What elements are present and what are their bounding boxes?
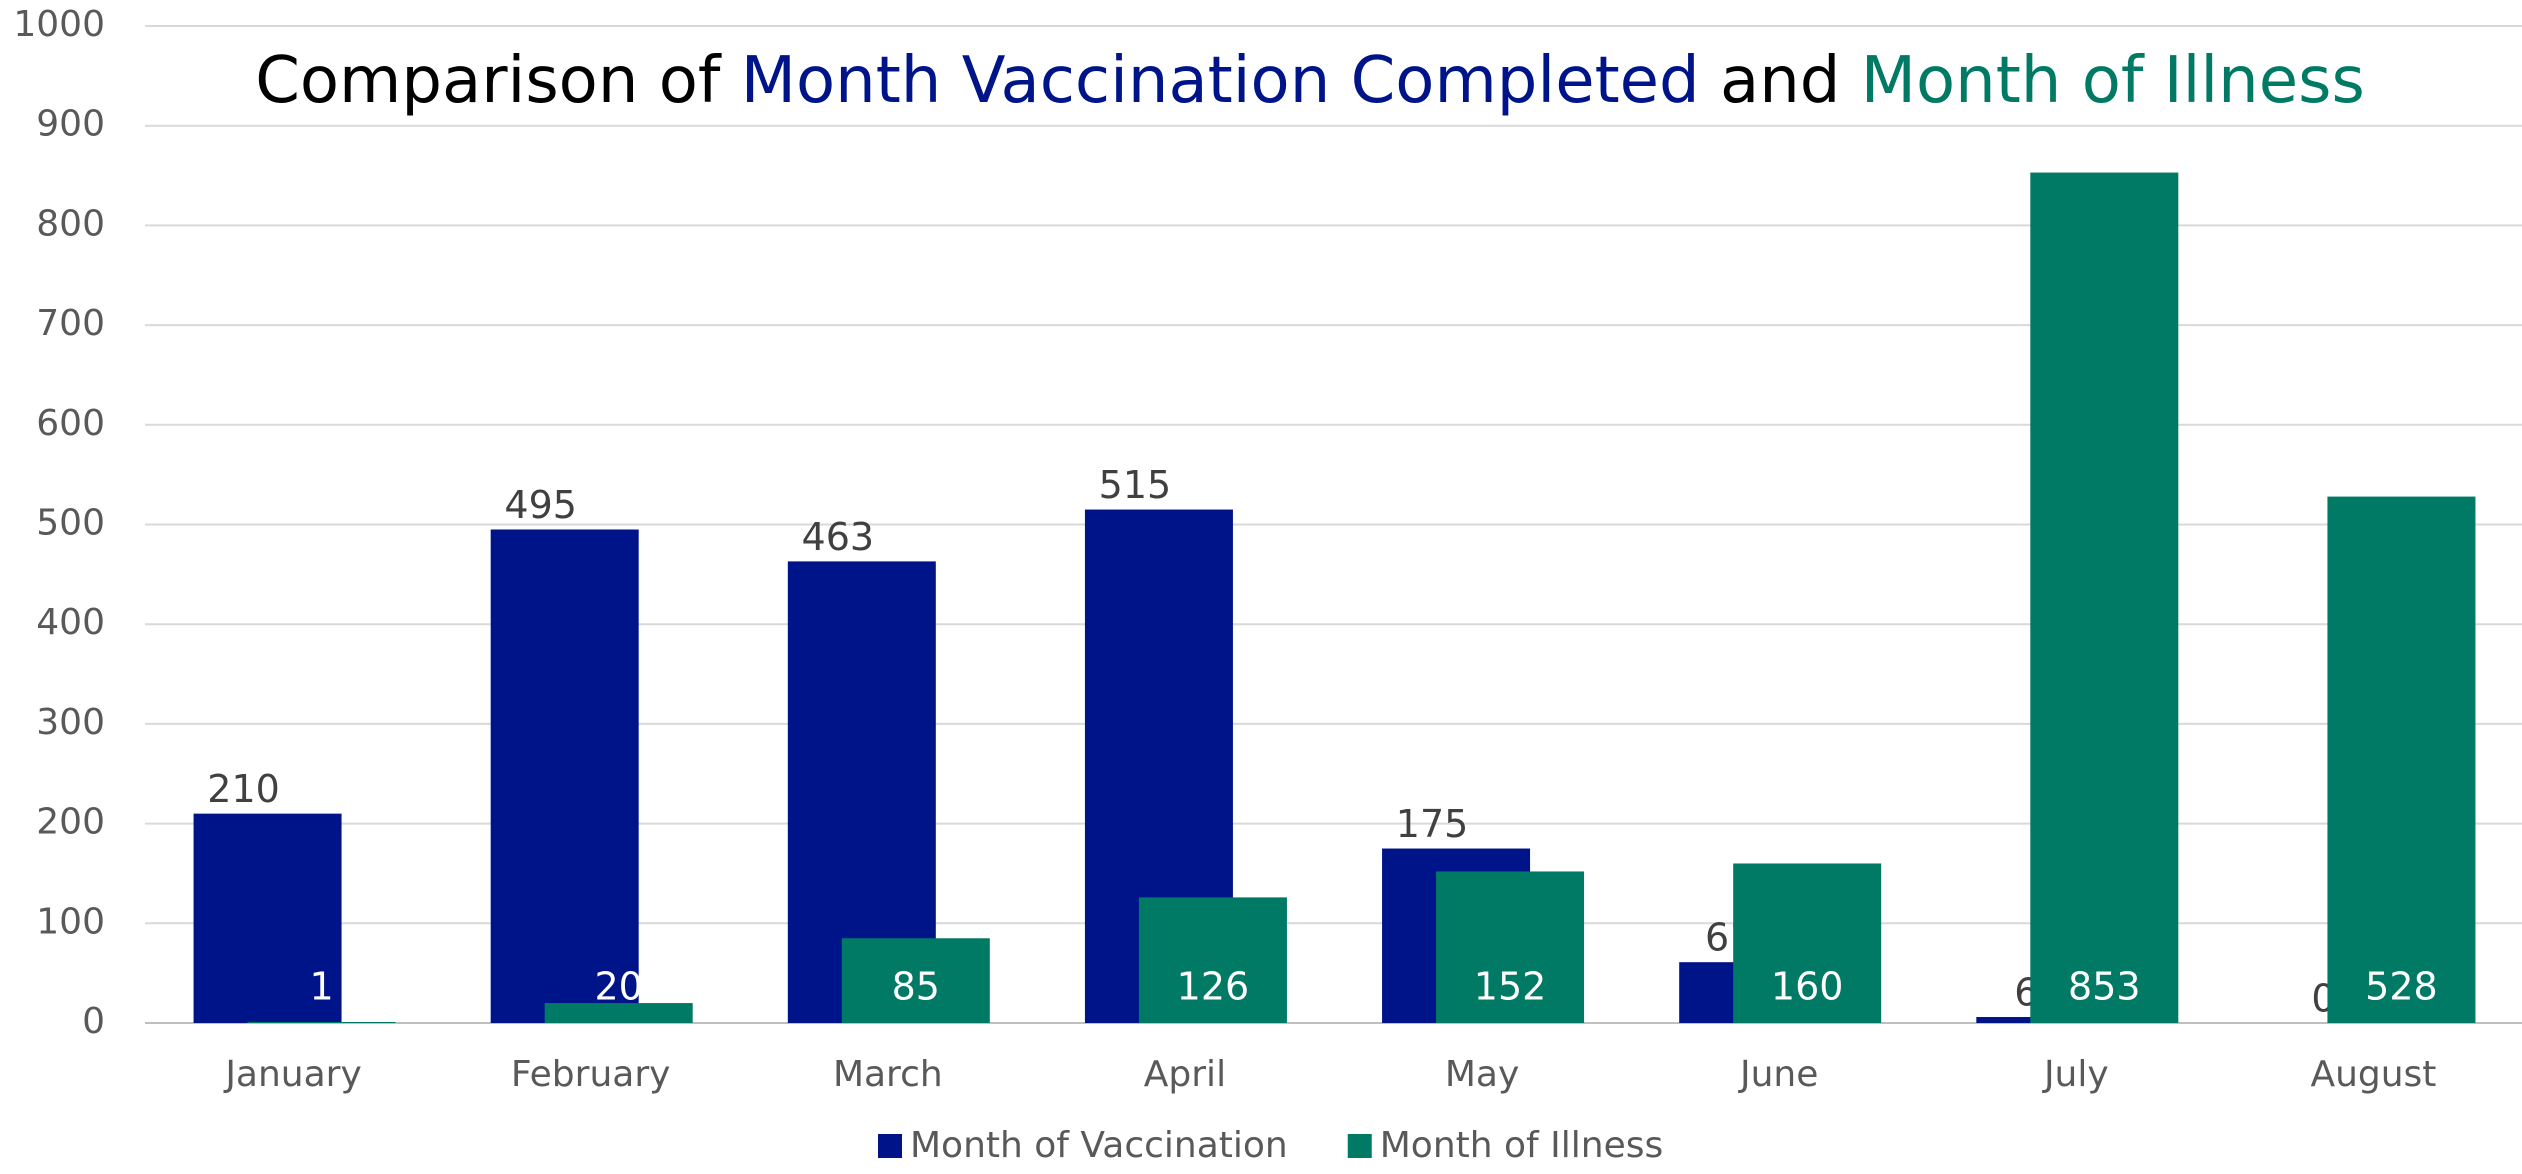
- bar: [2030, 172, 2179, 1023]
- data-label: 152: [1474, 965, 1547, 1009]
- x-tick-label: April: [1144, 1054, 1226, 1095]
- bar: [544, 1003, 693, 1023]
- x-tick-label: August: [2310, 1054, 2436, 1095]
- x-tick-label: February: [511, 1054, 671, 1095]
- data-label: 210: [207, 767, 280, 811]
- bar: [1436, 871, 1585, 1023]
- data-label: 463: [802, 515, 875, 559]
- y-tick-label: 400: [36, 602, 105, 643]
- x-tick-label: May: [1445, 1054, 1519, 1095]
- data-label: 853: [2068, 965, 2141, 1009]
- data-label: 515: [1099, 463, 1172, 507]
- data-label: 175: [1396, 802, 1469, 846]
- x-tick-label: July: [2042, 1054, 2109, 1095]
- bar: [2327, 496, 2476, 1024]
- title-part: Comparison of: [255, 44, 741, 118]
- y-tick-label: 800: [36, 203, 105, 244]
- data-label: 85: [892, 965, 940, 1009]
- title-part: Month of Illness: [1861, 44, 2365, 118]
- bar: [1733, 863, 1882, 1023]
- x-tick-label: January: [223, 1054, 361, 1095]
- x-tick-label: March: [833, 1054, 943, 1095]
- bar: [1138, 897, 1287, 1023]
- x-tick-label: June: [1738, 1054, 1818, 1095]
- title-part: Month Vaccination Completed: [741, 44, 1700, 118]
- bar: [490, 529, 639, 1023]
- y-tick-label: 1000: [13, 4, 105, 45]
- title-part: and: [1700, 44, 1861, 118]
- legend-label: Month of Illness: [1380, 1125, 1664, 1166]
- y-tick-label: 700: [36, 303, 105, 344]
- data-label: 528: [2365, 965, 2438, 1009]
- y-tick-label: 600: [36, 403, 105, 444]
- bar: [247, 1022, 396, 1023]
- bar: [841, 938, 990, 1023]
- data-label: 495: [504, 483, 577, 527]
- legend-swatch: [1347, 1134, 1372, 1158]
- y-tick-label: 100: [36, 901, 105, 942]
- data-label: 20: [595, 965, 643, 1009]
- data-label: 126: [1177, 965, 1250, 1009]
- data-label: 160: [1771, 965, 1844, 1009]
- y-tick-label: 500: [36, 503, 105, 544]
- chart-title: Comparison of Month Vaccination Complete…: [255, 44, 2365, 118]
- legend-swatch: [878, 1134, 902, 1158]
- y-tick-label: 900: [36, 104, 105, 145]
- legend-label: Month of Vaccination: [910, 1125, 1288, 1166]
- y-tick-label: 200: [36, 802, 105, 843]
- y-tick-label: 300: [36, 702, 105, 743]
- y-tick-label: 0: [82, 1001, 105, 1042]
- data-label: 1: [309, 965, 333, 1009]
- bar: [193, 813, 342, 1023]
